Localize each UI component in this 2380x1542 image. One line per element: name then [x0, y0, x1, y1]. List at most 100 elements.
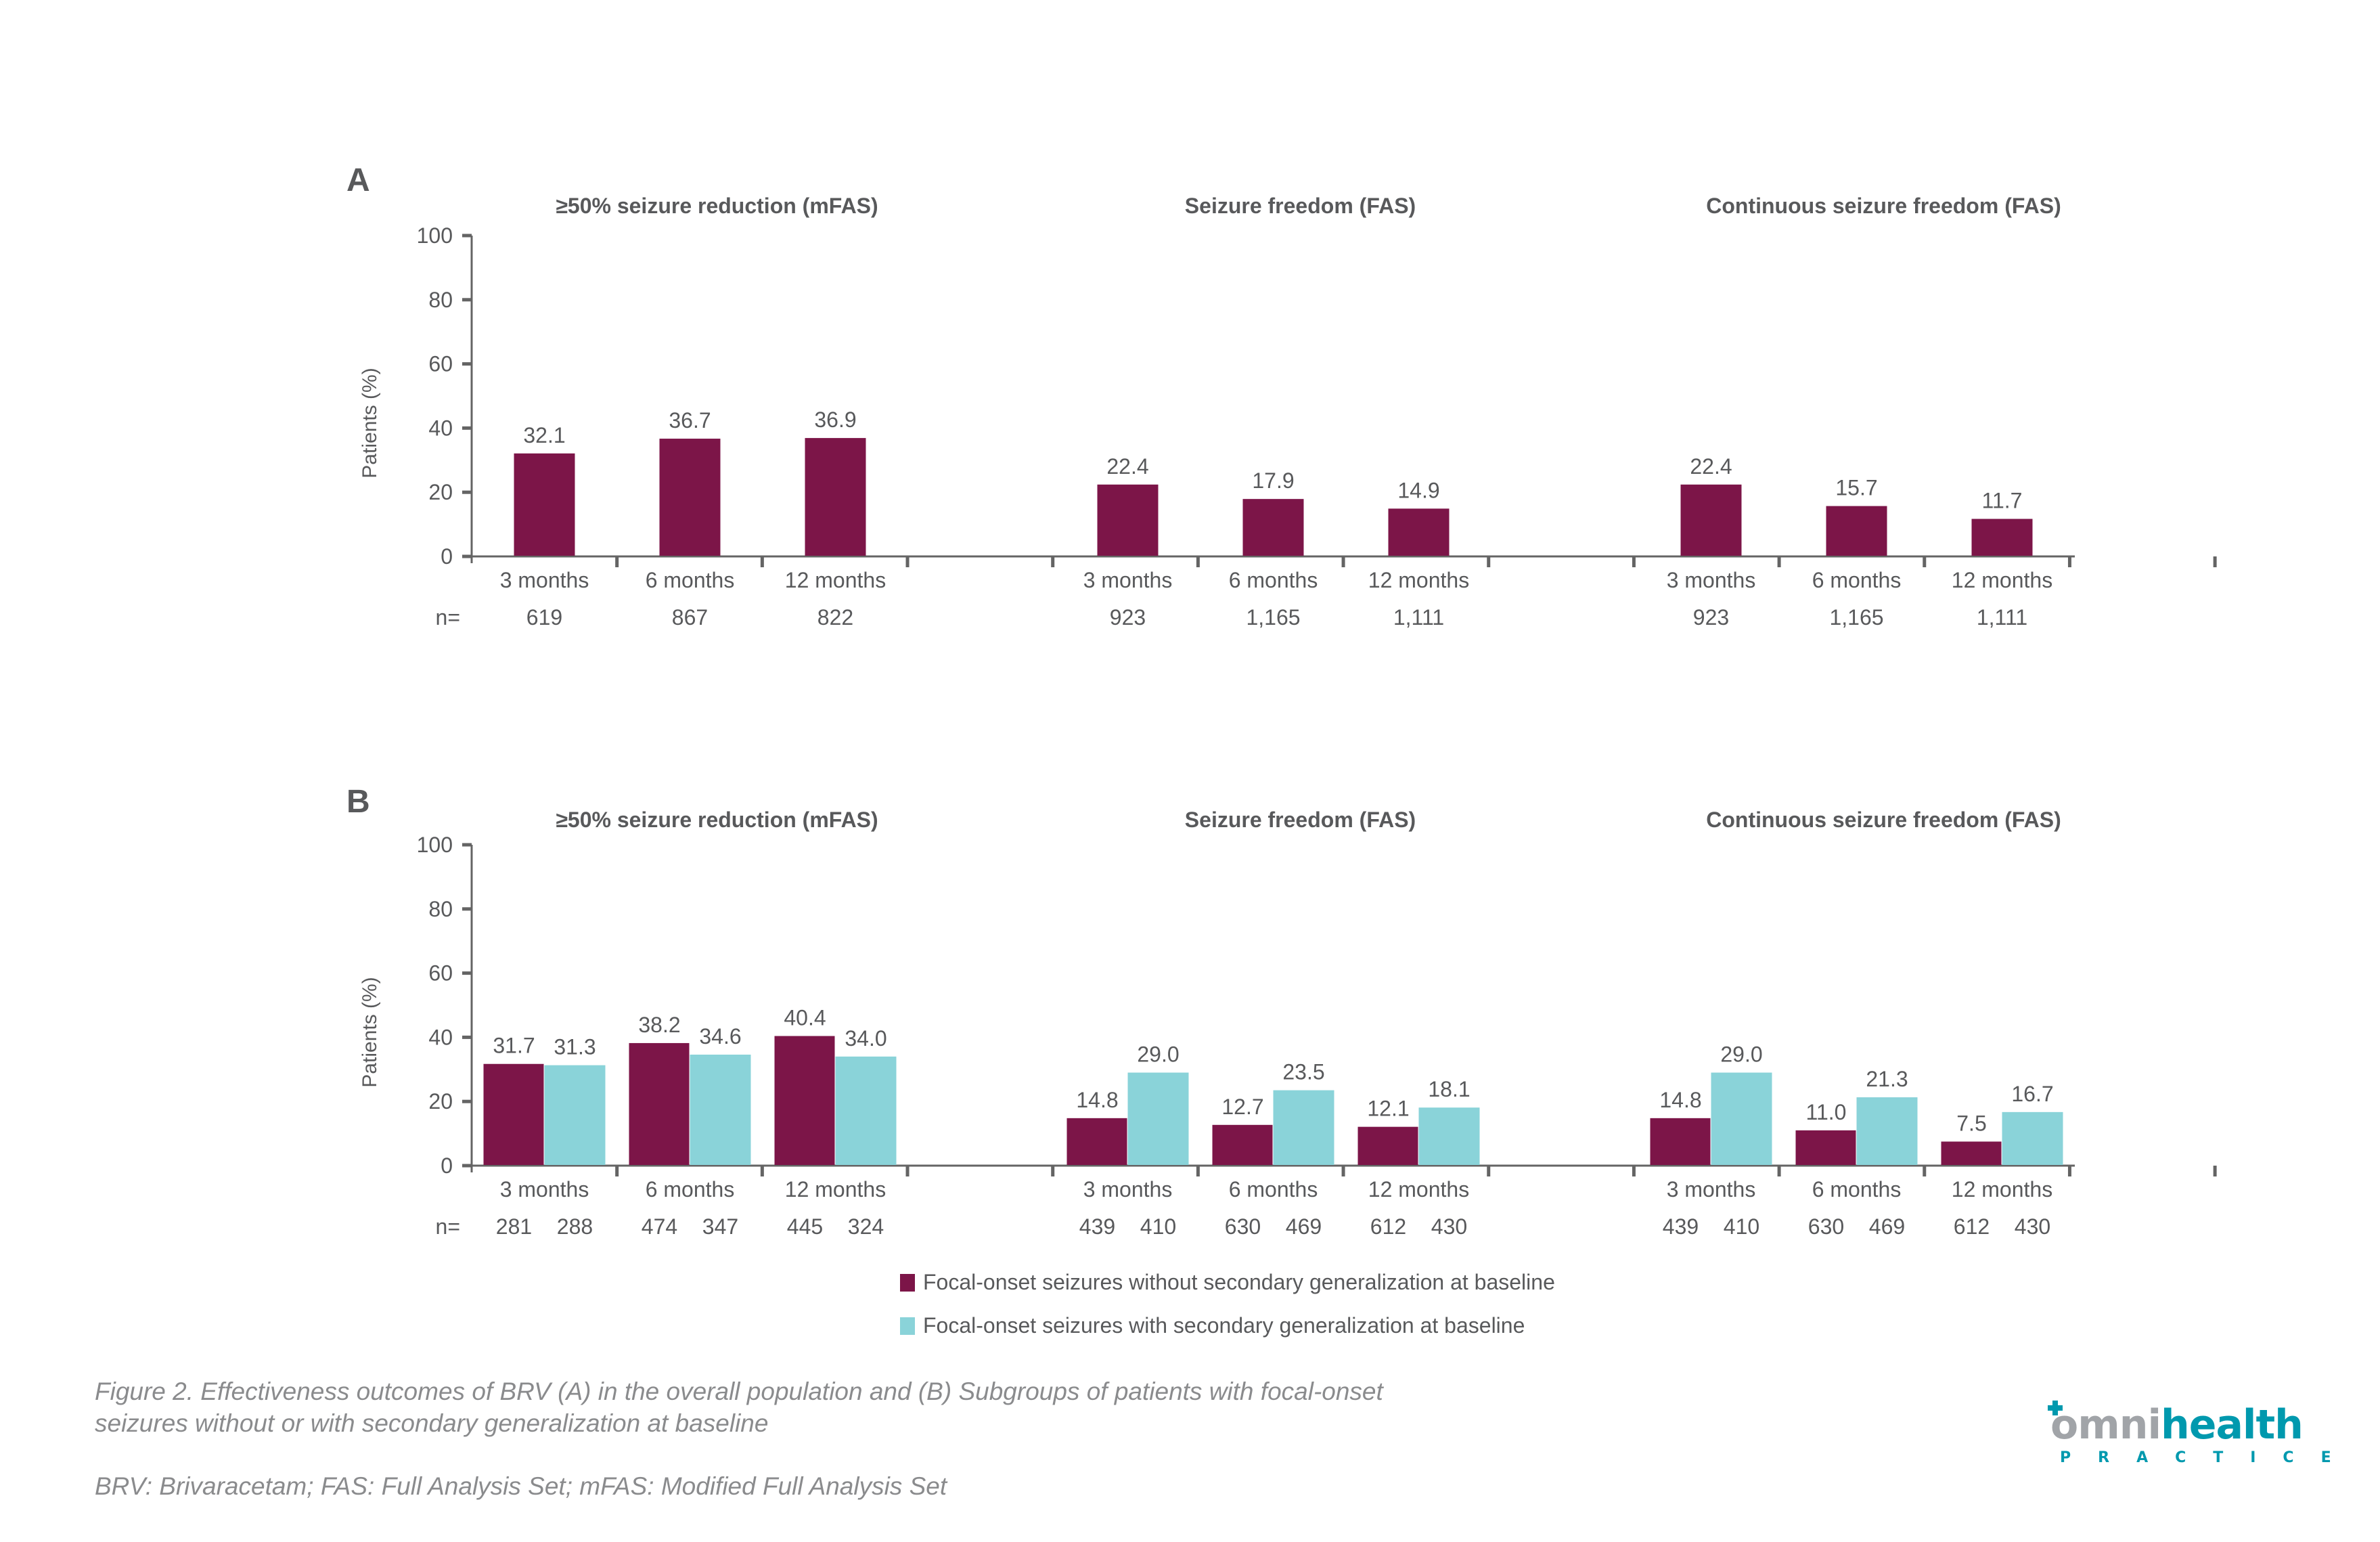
panel-a-group-1-n-value: 822 [817, 605, 853, 630]
panel-b-group-1-category-label: 12 months [785, 1177, 886, 1202]
legend-item-with-secondary: Focal-onset seizures with secondary gene… [900, 1313, 1525, 1338]
panel-a-group-2-n-value: 923 [1110, 605, 1146, 630]
panel-b-group-1-bar-value-label: 38.2 [638, 1013, 680, 1037]
legend-label-without-secondary: Focal-onset seizures without secondary g… [923, 1270, 1555, 1294]
panel-b-group-1-bar-value-label: 40.4 [784, 1006, 826, 1030]
panel-a-group-2-bar [1097, 484, 1159, 556]
panel-a-group-1-category-label: 6 months [646, 568, 735, 592]
legend-swatch-with-secondary [900, 1317, 915, 1335]
panel-b-group-3-bar-value-label: 29.0 [1720, 1042, 1762, 1067]
panel-b-group-3-bar-value-label: 7.5 [1956, 1111, 1986, 1135]
panel-a-group-3-bar-value-label: 22.4 [1690, 454, 1732, 479]
panel-a-group-3-n-value: 923 [1693, 605, 1729, 630]
panel-a-group-3-n-value: 1,111 [1977, 605, 2027, 630]
panel-b-letter: B [346, 784, 370, 820]
panel-b-group-3-bar [1856, 1097, 1918, 1165]
panel-b-group-1-n-value: 474 [642, 1214, 677, 1239]
panel-a-y-tick-label: 80 [428, 288, 453, 312]
panel-a-group-1-title: ≥50% seizure reduction (mFAS) [556, 194, 878, 218]
panel-b-group-1-bar [835, 1056, 897, 1165]
panel-b-group-1-n-value: 324 [848, 1214, 884, 1239]
panel-b-y-tick-label: 60 [428, 961, 453, 986]
panel-a-group-1-bar [659, 439, 721, 556]
panel-b-y-label: Patients (%) [359, 977, 381, 1087]
panel-b-group-3-bar [1711, 1072, 1772, 1165]
panel-b-group-3-bar-value-label: 16.7 [2011, 1082, 2053, 1106]
panel-a-group-2-n-value: 1,111 [1393, 605, 1444, 630]
panel-b-group-1-n-value: 445 [787, 1214, 823, 1239]
panel-b-group-3-n-value: 430 [2015, 1214, 2050, 1239]
panel-a-group-2-category-label: 12 months [1368, 568, 1469, 592]
figure-caption-line-1: Figure 2. Effectiveness outcomes of BRV … [95, 1378, 1383, 1405]
panel-a-n-label: n= [436, 605, 460, 630]
panel-b-group-2-category-label: 6 months [1229, 1177, 1318, 1202]
panel-b-group-1-bar [629, 1042, 690, 1165]
panel-b-group-1-bar-value-label: 34.6 [699, 1024, 741, 1049]
panel-a-group-2-bar [1388, 508, 1450, 556]
panel-b-group-2-category-label: 12 months [1368, 1177, 1469, 1202]
panel-a-group-2-bar-value-label: 17.9 [1252, 468, 1294, 493]
panel-a-group-3-category-label: 12 months [1952, 568, 2052, 592]
panel-b-group-2-n-value: 439 [1079, 1214, 1115, 1239]
panel-a-group-3-bar [1971, 519, 2033, 556]
panel-a-group-1-n-value: 867 [672, 605, 708, 630]
logo-subtitle: PRACTICE [2060, 1449, 2358, 1466]
panel-a-y-tick-label: 20 [428, 480, 453, 504]
plus-icon [2048, 1401, 2063, 1415]
panel-b-group-2-bar-value-label: 18.1 [1428, 1077, 1470, 1101]
panel-a-group-1-bar [805, 438, 866, 556]
panel-b-group-3-category-label: 12 months [1952, 1177, 2052, 1202]
panel-b-group-1-bar [483, 1063, 544, 1165]
panel-b-group-1-n-value: 288 [557, 1214, 593, 1239]
panel-b-group-2-bar [1127, 1072, 1189, 1165]
panel-a-group-3-category-label: 3 months [1667, 568, 1756, 592]
panel-b-group-1-category-label: 6 months [646, 1177, 735, 1202]
panel-a-group-1-category-label: 12 months [785, 568, 886, 592]
panel-b-group-2-bar-value-label: 29.0 [1137, 1042, 1179, 1067]
panel-a-group-2-category-label: 3 months [1083, 568, 1173, 592]
panel-b-group-3-title: Continuous seizure freedom (FAS) [1706, 808, 2061, 832]
panel-b-y-tick-label: 100 [417, 833, 453, 857]
panel-b-group-2-bar [1357, 1126, 1418, 1165]
panel-a-group-1-bar [514, 453, 575, 556]
panel-b-group-2-bar [1418, 1107, 1480, 1165]
panel-a-group-3-title: Continuous seizure freedom (FAS) [1706, 194, 2061, 218]
panel-b-group-1-n-value: 281 [496, 1214, 532, 1239]
panel-b-group-3-category-label: 3 months [1667, 1177, 1756, 1202]
panel-b-group-1-bar [774, 1036, 835, 1165]
panel-a-group-1-category-label: 3 months [500, 568, 589, 592]
panel-a-group-2-bar [1242, 499, 1304, 556]
panel-a-group-1-n-value: 619 [526, 605, 562, 630]
panel-b-y-tick-label: 20 [428, 1089, 453, 1114]
panel-a-group-3-n-value: 1,165 [1829, 605, 1883, 630]
panel-a-group-3-category-label: 6 months [1812, 568, 1902, 592]
panel-a-group-1-bar-value-label: 32.1 [523, 423, 565, 447]
legend-swatch-without-secondary [900, 1273, 915, 1292]
panel-b-group-2-category-label: 3 months [1083, 1177, 1173, 1202]
panel-a-group-2-category-label: 6 months [1229, 568, 1318, 592]
panel-a-y-label: Patients (%) [359, 368, 381, 478]
panel-b-group-3-category-label: 6 months [1812, 1177, 1902, 1202]
legend-label-with-secondary: Focal-onset seizures with secondary gene… [923, 1313, 1525, 1338]
figure-caption-line-2: seizures without or with secondary gener… [95, 1409, 769, 1437]
panel-a-y-tick-label: 40 [428, 416, 453, 440]
panel-a-group-1-bar-value-label: 36.9 [814, 407, 856, 432]
panel-b-group-2-n-value: 430 [1431, 1214, 1467, 1239]
panel-b-group-1-n-value: 347 [702, 1214, 738, 1239]
panel-b-y-tick-label: 80 [428, 897, 453, 921]
panel-b-group-3-n-value: 439 [1663, 1214, 1699, 1239]
panel-b-n-label: n= [436, 1214, 460, 1239]
panel-b-group-3-n-value: 630 [1808, 1214, 1844, 1239]
panel-b-group-2-n-value: 630 [1225, 1214, 1261, 1239]
panel-b-group-1-bar-value-label: 31.7 [493, 1034, 535, 1058]
panel-b-group-3-n-value: 410 [1724, 1214, 1759, 1239]
panel-a-y-tick-label: 60 [428, 352, 453, 376]
panel-a-letter: A [346, 162, 370, 198]
panel-b-group-3-bar [1941, 1141, 2002, 1165]
panel-a-group-2-title: Seizure freedom (FAS) [1185, 194, 1416, 218]
panel-b-group-3-bar-value-label: 14.8 [1659, 1088, 1701, 1112]
panel-b-group-2-bar-value-label: 12.1 [1367, 1097, 1409, 1121]
panel-b-group-2-n-value: 469 [1286, 1214, 1322, 1239]
abbreviations-note: BRV: Brivaracetam; FAS: Full Analysis Se… [95, 1472, 947, 1500]
panel-b-group-2-n-value: 612 [1370, 1214, 1406, 1239]
